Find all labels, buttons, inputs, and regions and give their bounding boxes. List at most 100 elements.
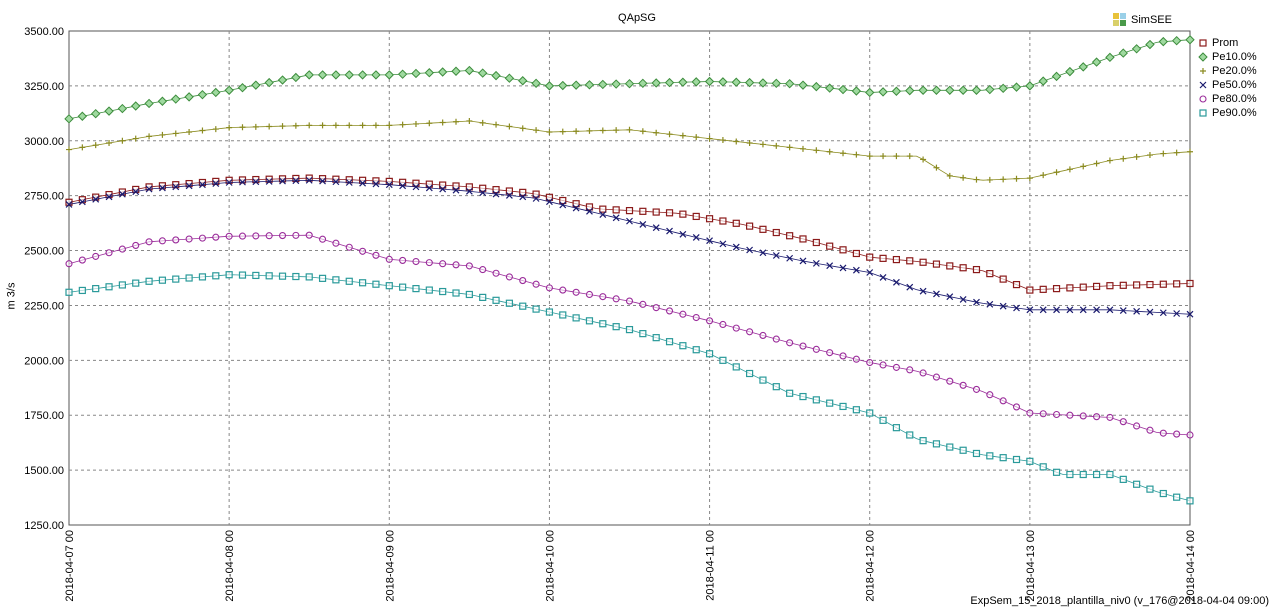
series-pe10-0--point — [611, 79, 621, 89]
series-pe50-0--point — [1106, 306, 1114, 314]
legend-point — [1199, 109, 1207, 117]
series-pe80-0--point — [92, 252, 100, 260]
series-pe10-0--point — [104, 106, 114, 116]
series-pe80-0--point — [1079, 412, 1087, 420]
series-pe20-0--point — [960, 174, 967, 181]
series-pe90-0--point — [625, 325, 634, 334]
series-pe90-0--point — [145, 277, 153, 285]
series-pe10-0--point — [1105, 52, 1115, 63]
series-pe50-0--point — [626, 217, 633, 225]
series-pe90-0--point — [999, 454, 1007, 462]
series-pe10-0--point — [518, 76, 528, 86]
series-pe80-0--point — [319, 235, 327, 243]
series-prom-point — [1079, 283, 1087, 291]
series-pe10-0--point — [838, 84, 848, 95]
series-pe20-0--point — [1106, 157, 1113, 164]
series-pe80-0--point — [786, 339, 794, 347]
series-pe80-0--point — [345, 243, 353, 251]
series-pe10-0--point — [437, 67, 448, 77]
series-pe10-0--point — [424, 68, 435, 78]
series-pe10-0--point — [865, 87, 875, 98]
series-pe80-0--point — [972, 385, 981, 393]
series-pe20-0--point — [1026, 175, 1033, 182]
series-pe50-0--point — [1053, 306, 1060, 314]
series-pe20-0--point — [1093, 160, 1100, 167]
series-pe50-0--point — [372, 180, 380, 188]
series-pe90-0--point — [772, 383, 780, 391]
series-pe20-0--point — [639, 128, 646, 135]
series-pe10-0--point — [678, 77, 688, 87]
series-pe10-0--point — [544, 81, 555, 91]
series-pe90-0--point — [759, 376, 767, 384]
series-pe80-0--point — [612, 295, 620, 303]
series-pe80-0--point — [679, 310, 687, 318]
series-pe20-0--point — [719, 137, 726, 144]
series-pe20-0--point — [506, 123, 513, 130]
series-pe10-0--point — [704, 76, 715, 87]
series-pe90-0--point — [318, 274, 327, 282]
series-prom-point — [452, 182, 460, 190]
series-pe20-0--point — [840, 150, 847, 157]
series-pe20-0--point — [920, 156, 927, 163]
series-pe80-0--point — [505, 273, 513, 281]
series-pe90-0- — [65, 271, 1194, 505]
series-pe20-0--point — [1173, 149, 1180, 156]
series-pe90-0--point — [1039, 463, 1047, 471]
x-tick-label: 2018-04-13 00 — [1025, 530, 1037, 602]
series-pe50-0--point — [225, 179, 233, 186]
series-pe50-0--point — [706, 237, 713, 245]
series-pe80-0--point — [692, 313, 700, 322]
series-pe10-0--point — [1091, 57, 1102, 67]
series-pe50-0- — [65, 176, 1194, 318]
series-pe50-0--point — [959, 295, 967, 303]
series-pe50-0--point — [933, 290, 940, 298]
series-prom-point — [1186, 279, 1194, 288]
series-pe90-0--point — [786, 389, 794, 397]
series-pe20-0--point — [613, 127, 620, 134]
series-pe90-0--point — [532, 305, 540, 313]
legend-item: Pe90.0% — [1198, 106, 1257, 120]
series-pe80-0--point — [265, 232, 273, 240]
series-pe10-0--point — [558, 80, 568, 91]
series-pe10-0--point — [1185, 35, 1195, 45]
series-pe90-0--point — [78, 286, 86, 295]
series-pe50-0--point — [612, 214, 620, 222]
legend-item: Pe80.0% — [1198, 92, 1257, 106]
series-pe50-0--point — [1186, 310, 1194, 318]
series-pe80-0--point — [1133, 422, 1141, 430]
series-pe10-0--point — [117, 103, 128, 114]
series-prom-point — [1052, 285, 1061, 293]
series-pe20-0--point — [292, 122, 299, 129]
series-pe10-0--point — [291, 72, 301, 83]
series-pe90-0--point — [652, 334, 660, 342]
series-prom-point — [986, 270, 994, 278]
series-pe50-0--point — [492, 190, 500, 198]
series-pe20-0--point — [693, 134, 700, 141]
series-pe50-0--point — [1066, 306, 1074, 314]
series-pe90-0--point — [212, 272, 220, 280]
series-pe10-0--point — [357, 70, 368, 80]
series-pe90-0--point — [452, 289, 460, 297]
series-pe90-0--point — [799, 392, 807, 401]
series-pe20-0--point — [1013, 175, 1020, 182]
series-pe20-0--point — [453, 118, 460, 125]
series-pe50-0--point — [1079, 306, 1087, 314]
series-pe20-0--point — [599, 127, 606, 134]
series-pe10-0--point — [571, 80, 581, 90]
series-pe80-0--point — [826, 349, 834, 357]
series-pe90-0--point — [1079, 470, 1087, 479]
series-pe90-0--point — [719, 356, 727, 364]
series-pe80-0--point — [292, 231, 300, 239]
x-tick-label: 2018-04-12 00 — [865, 530, 877, 602]
legend-marker — [1198, 52, 1208, 62]
series-pe10-0--point — [878, 87, 888, 97]
legend-label: Prom — [1212, 37, 1239, 49]
legend-label: Pe20.0% — [1212, 65, 1257, 77]
series-pe20-0--point — [346, 122, 353, 129]
series-pe90-0--point — [1186, 497, 1194, 505]
series-pe20-0--point — [239, 124, 246, 131]
series-pe90-0--point — [519, 302, 527, 310]
series-pe10-0--point — [758, 78, 768, 88]
series-pe80-0--point — [519, 277, 527, 285]
series-pe80-0--point — [172, 236, 180, 244]
